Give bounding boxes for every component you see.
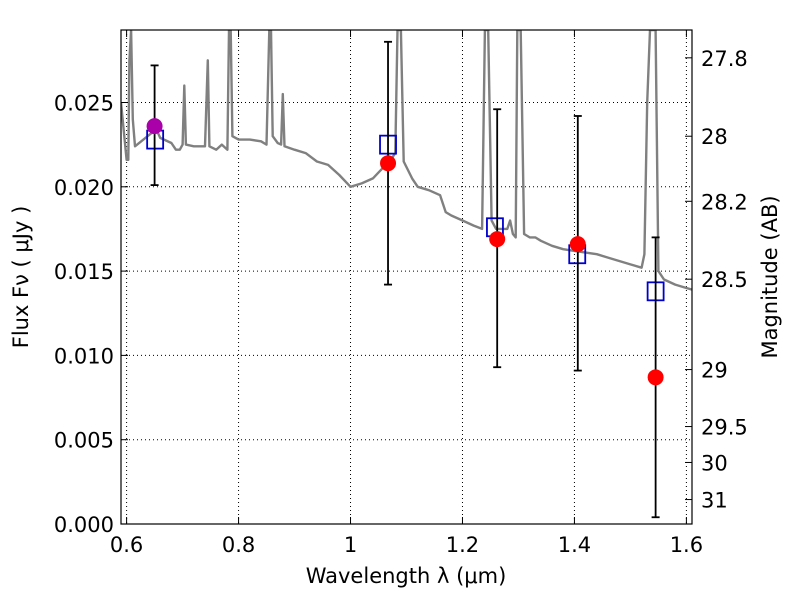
- model-spectrum-line: [121, 30, 692, 291]
- y-tick-label: 0.010: [54, 344, 114, 368]
- y-axis-label: Flux Fν ( μJy ): [9, 206, 33, 349]
- observed-point: [647, 369, 664, 386]
- right-tick-label: 30: [701, 451, 728, 475]
- right-tick-label: 28: [701, 125, 728, 149]
- x-tick-label: 1.4: [558, 533, 591, 557]
- y-tick-label: 0.000: [54, 513, 114, 537]
- x-tick-label: 1.2: [446, 533, 479, 557]
- right-tick-label: 27.8: [701, 47, 748, 71]
- y-axis-right-label: Magnitude (AB): [758, 195, 782, 358]
- x-axis-label: Wavelength λ (μm): [306, 564, 507, 588]
- x-tick-label: 0.6: [110, 533, 143, 557]
- right-tick-label: 31: [701, 489, 728, 513]
- observed-point: [569, 236, 586, 253]
- plot-area: [121, 30, 692, 519]
- right-tick-label: 28.2: [701, 190, 748, 214]
- axis-ticks: 0.6 0.8 1 1.2 1.4 1.6 0.000 0.005 0.010 0.015 0.02…: [54, 30, 748, 557]
- right-tick-label: 29.5: [701, 416, 748, 440]
- right-tick-label: 29: [701, 359, 728, 383]
- y-tick-label: 0.015: [54, 260, 114, 284]
- x-tick-label: 0.8: [222, 533, 255, 557]
- x-tick-label: 1: [344, 533, 357, 557]
- observed-point: [380, 155, 397, 172]
- x-tick-label: 1.6: [670, 533, 703, 557]
- observed-point: [146, 118, 163, 135]
- observed-point: [489, 231, 506, 248]
- y-tick-label: 0.025: [54, 91, 114, 115]
- y-tick-label: 0.020: [54, 176, 114, 200]
- y-tick-label: 0.005: [54, 429, 114, 453]
- plot-frame: [120, 29, 693, 525]
- right-tick-label: 28.5: [701, 268, 748, 292]
